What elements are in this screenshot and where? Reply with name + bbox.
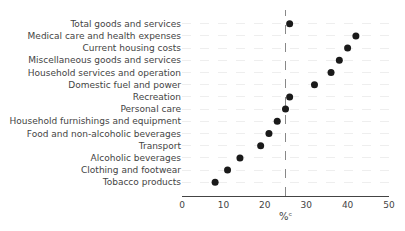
svg-text:Transport: Transport xyxy=(138,141,182,151)
svg-text:0: 0 xyxy=(179,200,185,210)
svg-text:Clothing and footwear: Clothing and footwear xyxy=(81,165,181,175)
svg-text:Personal care: Personal care xyxy=(120,104,181,114)
svg-text:40: 40 xyxy=(342,200,354,210)
svg-text:Household services and operati: Household services and operation xyxy=(28,68,181,78)
svg-text:Household furnishings and equi: Household furnishings and equipment xyxy=(10,116,182,126)
svg-text:Current housing costs: Current housing costs xyxy=(83,43,182,53)
svg-text:30: 30 xyxy=(300,200,312,210)
svg-text:Food and non-alcoholic beverag: Food and non-alcoholic beverages xyxy=(27,129,181,139)
svg-text:Medical care and health expens: Medical care and health expenses xyxy=(28,31,182,41)
svg-text:Miscellaneous goods and servic: Miscellaneous goods and services xyxy=(28,55,181,65)
svg-text:20: 20 xyxy=(259,200,271,210)
svg-text:Alcoholic beverages: Alcoholic beverages xyxy=(91,153,182,163)
svg-text:50: 50 xyxy=(383,200,395,210)
svg-text:Total goods and services: Total goods and services xyxy=(69,19,181,29)
svg-text:Domestic fuel and power: Domestic fuel and power xyxy=(68,80,181,90)
svg-text:Recreation: Recreation xyxy=(133,92,181,102)
svg-text:Tobacco products: Tobacco products xyxy=(102,177,182,187)
svg-text:%ᶜ: %ᶜ xyxy=(279,211,293,222)
svg-text:10: 10 xyxy=(218,200,230,210)
